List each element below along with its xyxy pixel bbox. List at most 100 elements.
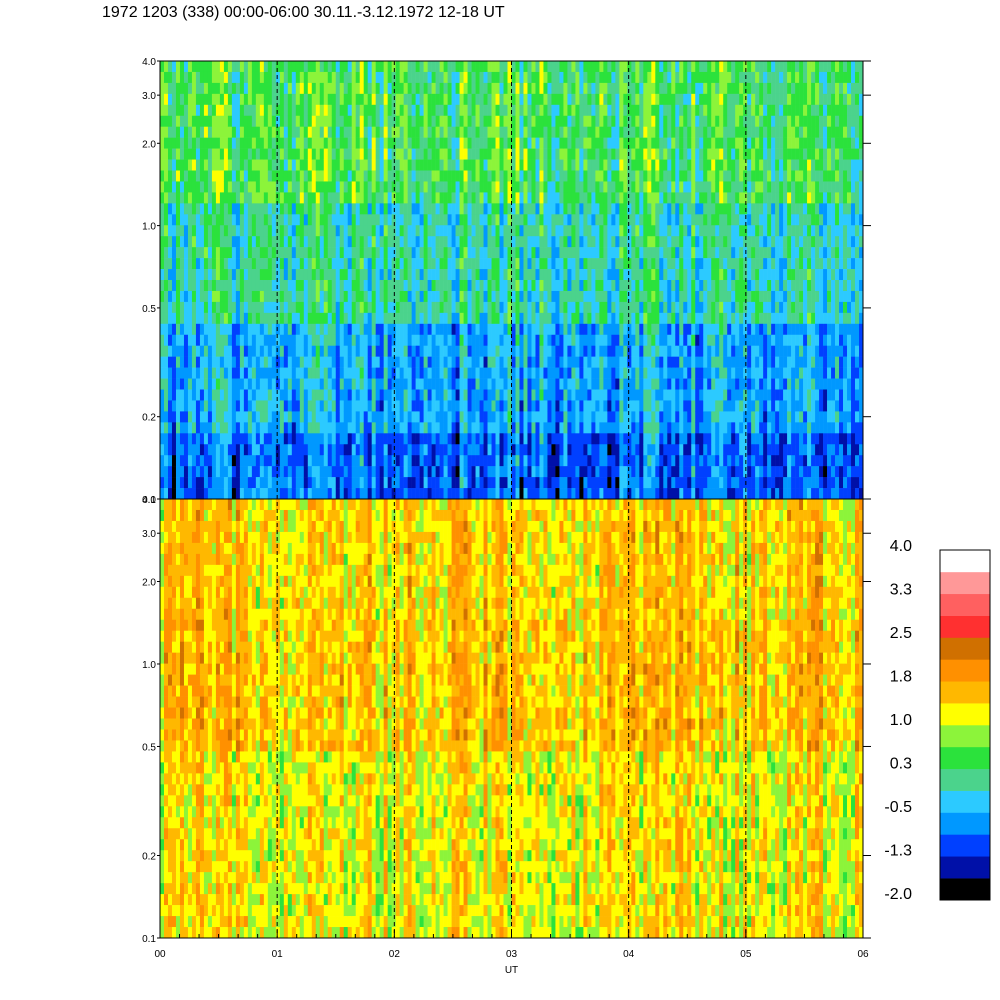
- heatmap-cell: [583, 61, 588, 73]
- heatmap-cell: [463, 312, 468, 325]
- heatmap-cell: [479, 455, 484, 467]
- heatmap-cell: [199, 488, 205, 500]
- heatmap-cell: [379, 225, 384, 237]
- heatmap-cell: [391, 411, 396, 423]
- heatmap-cell: [171, 247, 177, 259]
- heatmap-cell: [219, 71, 225, 84]
- heatmap-cell: [211, 104, 217, 117]
- heatmap-cell: [615, 269, 620, 281]
- heatmap-cell: [331, 159, 337, 171]
- heatmap-cell: [379, 422, 384, 434]
- heatmap-cell: [507, 159, 512, 171]
- heatmap-cell: [411, 269, 416, 281]
- heatmap-cell: [623, 170, 628, 182]
- heatmap-cell: [595, 400, 600, 412]
- heatmap-cell: [223, 433, 229, 445]
- heatmap-cell: [607, 345, 612, 357]
- heatmap-cell: [343, 104, 349, 117]
- heatmap-cell: [231, 455, 237, 467]
- heatmap-cell: [583, 192, 588, 204]
- heatmap-cell: [347, 433, 353, 445]
- heatmap-cell: [259, 115, 265, 127]
- heatmap-cell: [391, 367, 396, 379]
- heatmap-cell: [415, 345, 420, 357]
- heatmap-cell: [555, 170, 560, 182]
- heatmap-cell: [199, 247, 205, 259]
- heatmap-cell: [283, 258, 289, 270]
- heatmap-cell: [259, 159, 265, 171]
- heatmap-cell: [447, 356, 452, 368]
- heatmap-cell: [651, 455, 656, 467]
- heatmap-cell: [239, 444, 245, 456]
- heatmap-cell: [611, 411, 616, 423]
- heatmap-cell: [363, 137, 368, 149]
- heatmap-cell: [575, 356, 580, 368]
- heatmap-cell: [579, 269, 584, 281]
- heatmap-cell: [191, 203, 197, 215]
- heatmap-cell: [259, 225, 265, 237]
- heatmap-cell: [371, 148, 376, 160]
- heatmap-cell: [443, 323, 448, 336]
- heatmap-cell: [267, 236, 273, 248]
- heatmap-cell: [351, 247, 357, 259]
- heatmap-cell: [187, 378, 193, 390]
- heatmap-cell: [587, 159, 592, 171]
- heatmap-cell: [439, 411, 444, 423]
- heatmap-cell: [171, 378, 177, 390]
- heatmap-cell: [323, 280, 329, 292]
- heatmap-cell: [483, 334, 488, 346]
- heatmap-cell: [627, 258, 632, 270]
- heatmap-cell: [379, 170, 384, 182]
- heatmap-cell: [375, 422, 380, 434]
- heatmap-cell: [643, 148, 648, 160]
- heatmap-cell: [571, 488, 576, 500]
- heatmap-cell: [183, 137, 189, 149]
- heatmap-cell: [495, 148, 500, 160]
- heatmap-cell: [235, 367, 241, 379]
- heatmap-cell: [391, 477, 396, 489]
- heatmap-cell: [415, 400, 420, 412]
- heatmap-cell: [235, 422, 241, 434]
- heatmap-cell: [575, 400, 580, 412]
- heatmap-cell: [651, 137, 656, 149]
- heatmap-cell: [391, 126, 396, 138]
- heatmap-cell: [599, 455, 604, 467]
- heatmap-cell: [615, 148, 620, 160]
- heatmap-cell: [387, 466, 392, 478]
- heatmap-cell: [475, 225, 480, 237]
- heatmap-cell: [327, 323, 333, 336]
- heatmap-cell: [275, 170, 281, 182]
- heatmap-cell: [259, 192, 265, 204]
- heatmap-cell: [611, 389, 616, 401]
- heatmap-cell: [419, 455, 424, 467]
- heatmap-cell: [335, 170, 341, 182]
- heatmap-cell: [167, 280, 173, 292]
- heatmap-cell: [239, 422, 245, 434]
- heatmap-cell: [223, 247, 229, 259]
- heatmap-cell: [635, 170, 640, 182]
- heatmap-cell: [259, 148, 265, 160]
- heatmap-cell: [451, 466, 456, 478]
- heatmap-cell: [367, 258, 372, 270]
- heatmap-cell: [515, 258, 520, 270]
- heatmap-cell: [223, 71, 229, 84]
- heatmap-cell: [527, 115, 532, 127]
- heatmap-cell: [567, 433, 572, 445]
- heatmap-cell: [239, 61, 245, 73]
- heatmap-cell: [607, 488, 612, 500]
- heatmap-cell: [559, 159, 564, 171]
- heatmap-cell: [595, 444, 600, 456]
- heatmap-cell: [443, 126, 448, 138]
- heatmap-cell: [275, 104, 281, 117]
- heatmap-cell: [187, 301, 193, 314]
- heatmap-cell: [571, 93, 576, 106]
- heatmap-cell: [647, 159, 652, 171]
- heatmap-cell: [627, 159, 632, 171]
- heatmap-cell: [219, 378, 225, 390]
- heatmap-cell: [475, 400, 480, 412]
- heatmap-cell: [299, 93, 305, 106]
- heatmap-cell: [295, 170, 301, 182]
- heatmap-cell: [575, 466, 580, 478]
- heatmap-cell: [551, 61, 556, 73]
- heatmap-cell: [507, 444, 512, 456]
